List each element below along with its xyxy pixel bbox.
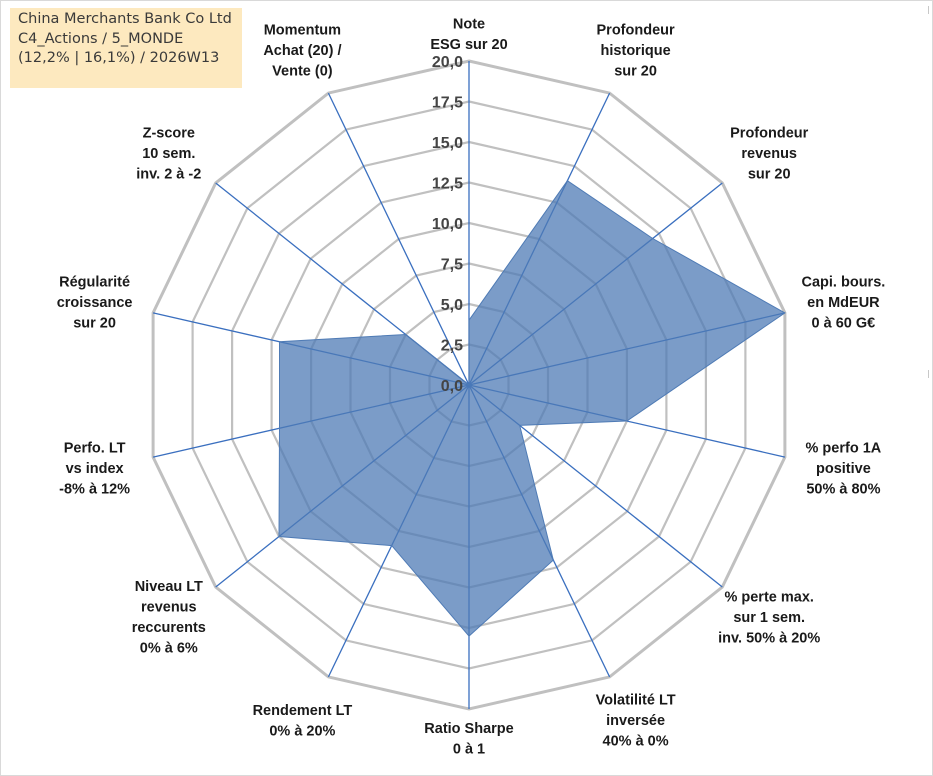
axis-label-line: positive xyxy=(816,461,871,477)
tick-label: 12,5 xyxy=(432,176,463,193)
axis-label-line: croissance xyxy=(57,295,133,311)
axis-label-line: revenus xyxy=(141,600,197,616)
axis-label-line: 0% à 20% xyxy=(269,723,335,739)
axis-label-line: 40% à 0% xyxy=(603,734,669,750)
corner-mark xyxy=(928,6,929,14)
axis-label-line: Achat (20) / xyxy=(263,43,341,59)
axis-label-line: Régularité xyxy=(59,275,130,291)
axis-label-line: Vente (0) xyxy=(272,63,333,79)
axis-label-line: inv. 50% à 20% xyxy=(718,630,820,646)
axis-label-line: sur 20 xyxy=(73,316,116,332)
axis-label-line: sur 1 sem. xyxy=(733,610,805,626)
axis-label-line: inv. 2 à -2 xyxy=(136,167,201,183)
tick-label: 2,5 xyxy=(441,338,463,355)
axis-label-line: -8% à 12% xyxy=(59,481,130,497)
axis-label-line: Note xyxy=(453,17,485,33)
axis-label-line: sur 20 xyxy=(614,63,657,79)
axis-label-line: Volatilité LT xyxy=(596,693,676,709)
axis-label-line: Momentum xyxy=(264,22,341,38)
side-mark xyxy=(928,370,929,378)
axis-label-line: % perfo 1A xyxy=(806,440,882,456)
tick-labels: 0,0 2,5 5,0 7,5 10,0 12,5 15,0 17,5 20,0 xyxy=(432,54,463,395)
axis-label-line: Rendement LT xyxy=(253,703,353,719)
title-line-3: (12,2% | 16,1%) / 2026W13 xyxy=(18,50,220,66)
axis-labels: Note ESG sur 20 Profondeur historique sur 20… xyxy=(57,17,886,758)
axis-label-line: Profondeur xyxy=(597,22,675,38)
axis-label-line: sur 20 xyxy=(748,167,791,183)
axis-label-line: inversée xyxy=(606,713,665,729)
axis-label-line: 0 à 1 xyxy=(453,742,485,758)
axis-label-line: Z-score xyxy=(143,126,195,142)
axis-label-line: ESG sur 20 xyxy=(430,37,507,53)
axis-label-line: 10 sem. xyxy=(142,146,195,162)
axis-label-line: en MdEUR xyxy=(807,295,880,311)
tick-label: 17,5 xyxy=(432,95,463,112)
data-area xyxy=(278,180,786,637)
axis-label-line: 0 à 60 G€ xyxy=(812,316,876,332)
axis-label-line: 50% à 80% xyxy=(806,481,880,497)
tick-label: 15,0 xyxy=(432,135,463,152)
data-series-area xyxy=(278,180,786,637)
axis-label-line: historique xyxy=(601,43,671,59)
axis-label-line: Perfo. LT xyxy=(64,440,126,456)
axis-label-line: 0% à 6% xyxy=(140,641,198,657)
tick-label: 10,0 xyxy=(432,216,463,233)
title-line-1: China Merchants Bank Co Ltd xyxy=(18,11,232,27)
tick-label: 7,5 xyxy=(441,257,463,274)
title-box: China Merchants Bank Co Ltd C4_Actions /… xyxy=(10,8,242,88)
axis-label-line: Profondeur xyxy=(730,126,808,142)
axis-label-line: % perte max. xyxy=(724,589,813,605)
tick-label: 5,0 xyxy=(441,297,463,314)
axis-label-line: vs index xyxy=(66,461,124,477)
tick-label: 0,0 xyxy=(441,378,463,395)
spoke xyxy=(327,92,470,386)
axis-label-line: reccurents xyxy=(132,620,206,636)
axis-label-line: Ratio Sharpe xyxy=(424,721,513,737)
axis-label-line: revenus xyxy=(741,146,797,162)
tick-label: 20,0 xyxy=(432,54,463,71)
axis-label-line: Capi. bours. xyxy=(802,275,886,291)
title-line-2: C4_Actions / 5_MONDE xyxy=(18,30,184,47)
axis-label-line: Niveau LT xyxy=(135,579,203,595)
